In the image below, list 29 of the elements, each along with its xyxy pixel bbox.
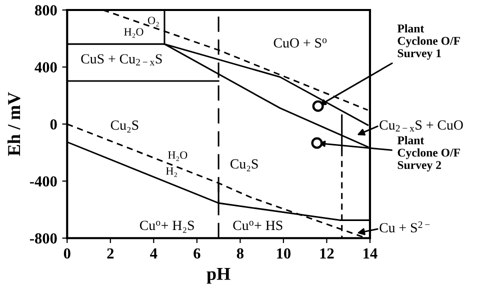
x-tick-label: 12 xyxy=(320,248,334,258)
annotation: CuO + S$^{o}$ xyxy=(274,38,327,48)
x-tick-label: 10 xyxy=(277,248,291,259)
y-tick-label: -800 xyxy=(30,233,57,244)
annotation: Cu₂S xyxy=(110,120,138,133)
y-axis-title: Eh / mV xyxy=(7,92,20,156)
y-tick-label: 0 xyxy=(50,119,57,130)
y-tick-label: 800 xyxy=(35,5,57,16)
x-tick-label: 14 xyxy=(364,248,378,258)
x-axis-title: pH xyxy=(206,268,230,284)
annotation: Cu₂S xyxy=(230,159,258,172)
text: Cu$_{2−x}$S + CuO xyxy=(380,120,463,132)
y-tick-label: 400 xyxy=(34,62,57,72)
x-tick-label: 8 xyxy=(236,248,244,259)
annotation: CuS + Cu$_{2−x}$S xyxy=(81,54,162,66)
annotation: O₂ xyxy=(148,16,159,26)
annotation: Cu$^{o}$+ HS xyxy=(233,220,282,230)
annotation: Plant Cyclone O/F Survey 1 xyxy=(397,24,460,60)
annotation: Plant Cyclone O/F Survey 2 xyxy=(397,136,460,172)
x-tick-label: 6 xyxy=(194,248,200,259)
annotation: H₂O xyxy=(168,151,188,161)
text: Cu + S$^{2−}$ xyxy=(380,221,430,232)
annotation: Cu$^{o}$+ H₂S xyxy=(140,220,194,233)
annotation: H₂ xyxy=(166,167,177,177)
x-tick-label: 2 xyxy=(107,248,114,258)
x-tick-label: 0 xyxy=(64,248,70,259)
y-tick-label: -400 xyxy=(30,176,57,187)
x-tick-label: 4 xyxy=(150,248,158,258)
annotation: H₂O xyxy=(124,28,144,38)
